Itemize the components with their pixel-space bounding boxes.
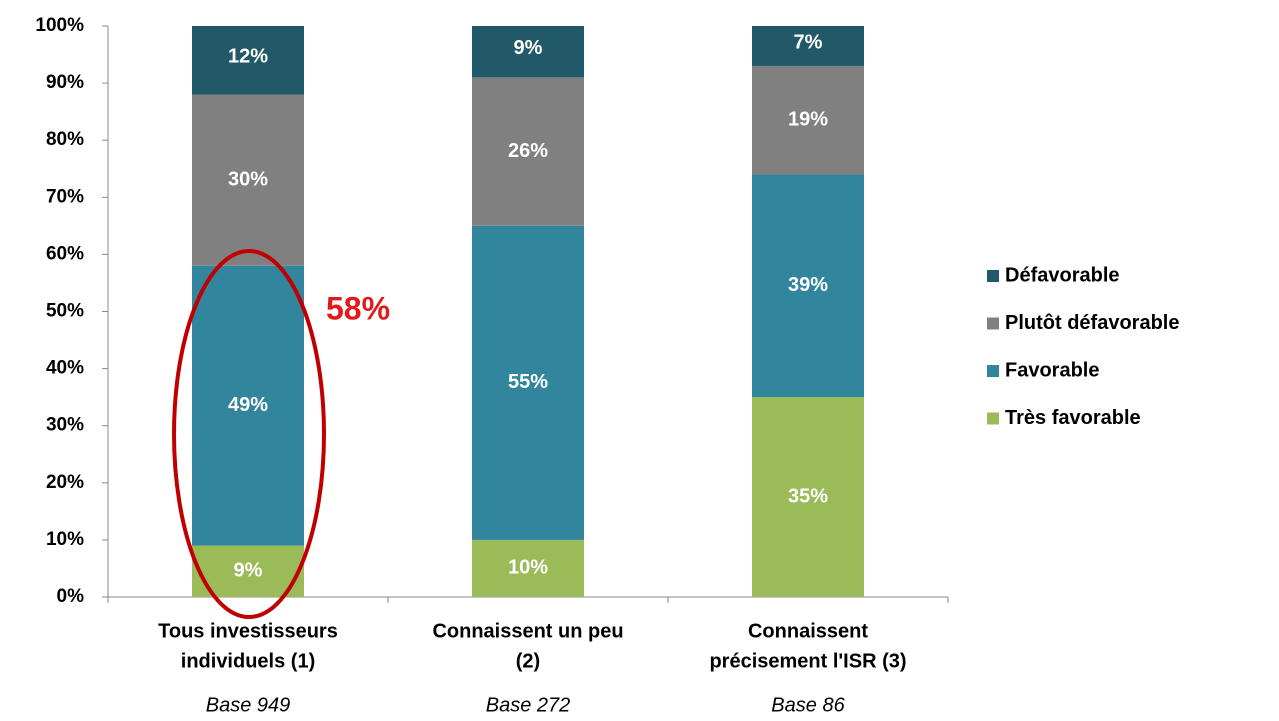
bar-segment [752, 397, 864, 597]
y-tick-label: 80% [46, 129, 84, 150]
base-label: Base 272 [486, 694, 571, 716]
x-tick-label: Tous investisseurs [158, 620, 338, 642]
bar-segment [192, 265, 304, 546]
data-label: 12% [228, 46, 268, 68]
y-tick-label: 40% [46, 358, 84, 379]
x-tick-label: précisement l'ISR (3) [709, 650, 906, 672]
bar-segment [472, 225, 584, 540]
y-tick-label: 90% [46, 72, 84, 93]
data-label: 9% [234, 560, 263, 582]
y-tick-label: 0% [57, 586, 85, 607]
bar-segment [472, 539, 584, 597]
bar-segment [472, 26, 584, 78]
x-tick-label: Connaissent un peu [432, 620, 623, 642]
y-tick-label: 30% [46, 415, 84, 436]
legend-swatch [987, 317, 999, 330]
data-label: 26% [508, 140, 548, 162]
bar-segment [752, 174, 864, 398]
legend-label: Favorable [1005, 359, 1099, 381]
highlight-ellipse [172, 249, 326, 619]
bar-segment [192, 26, 304, 95]
legend-label: Défavorable [1005, 264, 1120, 286]
bar-segment [752, 65, 864, 175]
y-tick-label: 10% [46, 529, 84, 550]
legend-swatch [987, 270, 999, 282]
y-tick-label: 70% [46, 186, 84, 207]
bar-segment [752, 26, 864, 66]
data-label: 30% [228, 168, 268, 190]
x-tick-label: individuels (1) [181, 650, 315, 672]
data-label: 39% [788, 274, 828, 296]
legend-swatch [987, 412, 999, 425]
y-tick-label: 100% [35, 15, 84, 36]
annotation: 58% [326, 290, 390, 326]
legend-label: Plutôt défavorable [1005, 312, 1179, 334]
base-label: Base 86 [771, 694, 845, 716]
bar-segment [472, 77, 584, 226]
data-label: 9% [514, 37, 543, 59]
base-label: Base 949 [206, 694, 291, 716]
bar-segment [192, 94, 304, 266]
x-tick-label: (2) [516, 650, 540, 672]
data-label: 49% [228, 394, 268, 416]
legend-swatch [987, 365, 999, 377]
x-tick-label: Connaissent [748, 620, 868, 642]
data-label: 55% [508, 371, 548, 393]
y-tick-label: 50% [46, 301, 84, 322]
data-label: 7% [794, 31, 823, 53]
y-tick-label: 20% [46, 472, 84, 493]
y-tick-label: 60% [46, 243, 84, 264]
data-label: 35% [788, 485, 828, 507]
legend-label: Très favorable [1005, 407, 1141, 429]
data-label: 19% [788, 108, 828, 130]
data-label: 10% [508, 557, 548, 579]
